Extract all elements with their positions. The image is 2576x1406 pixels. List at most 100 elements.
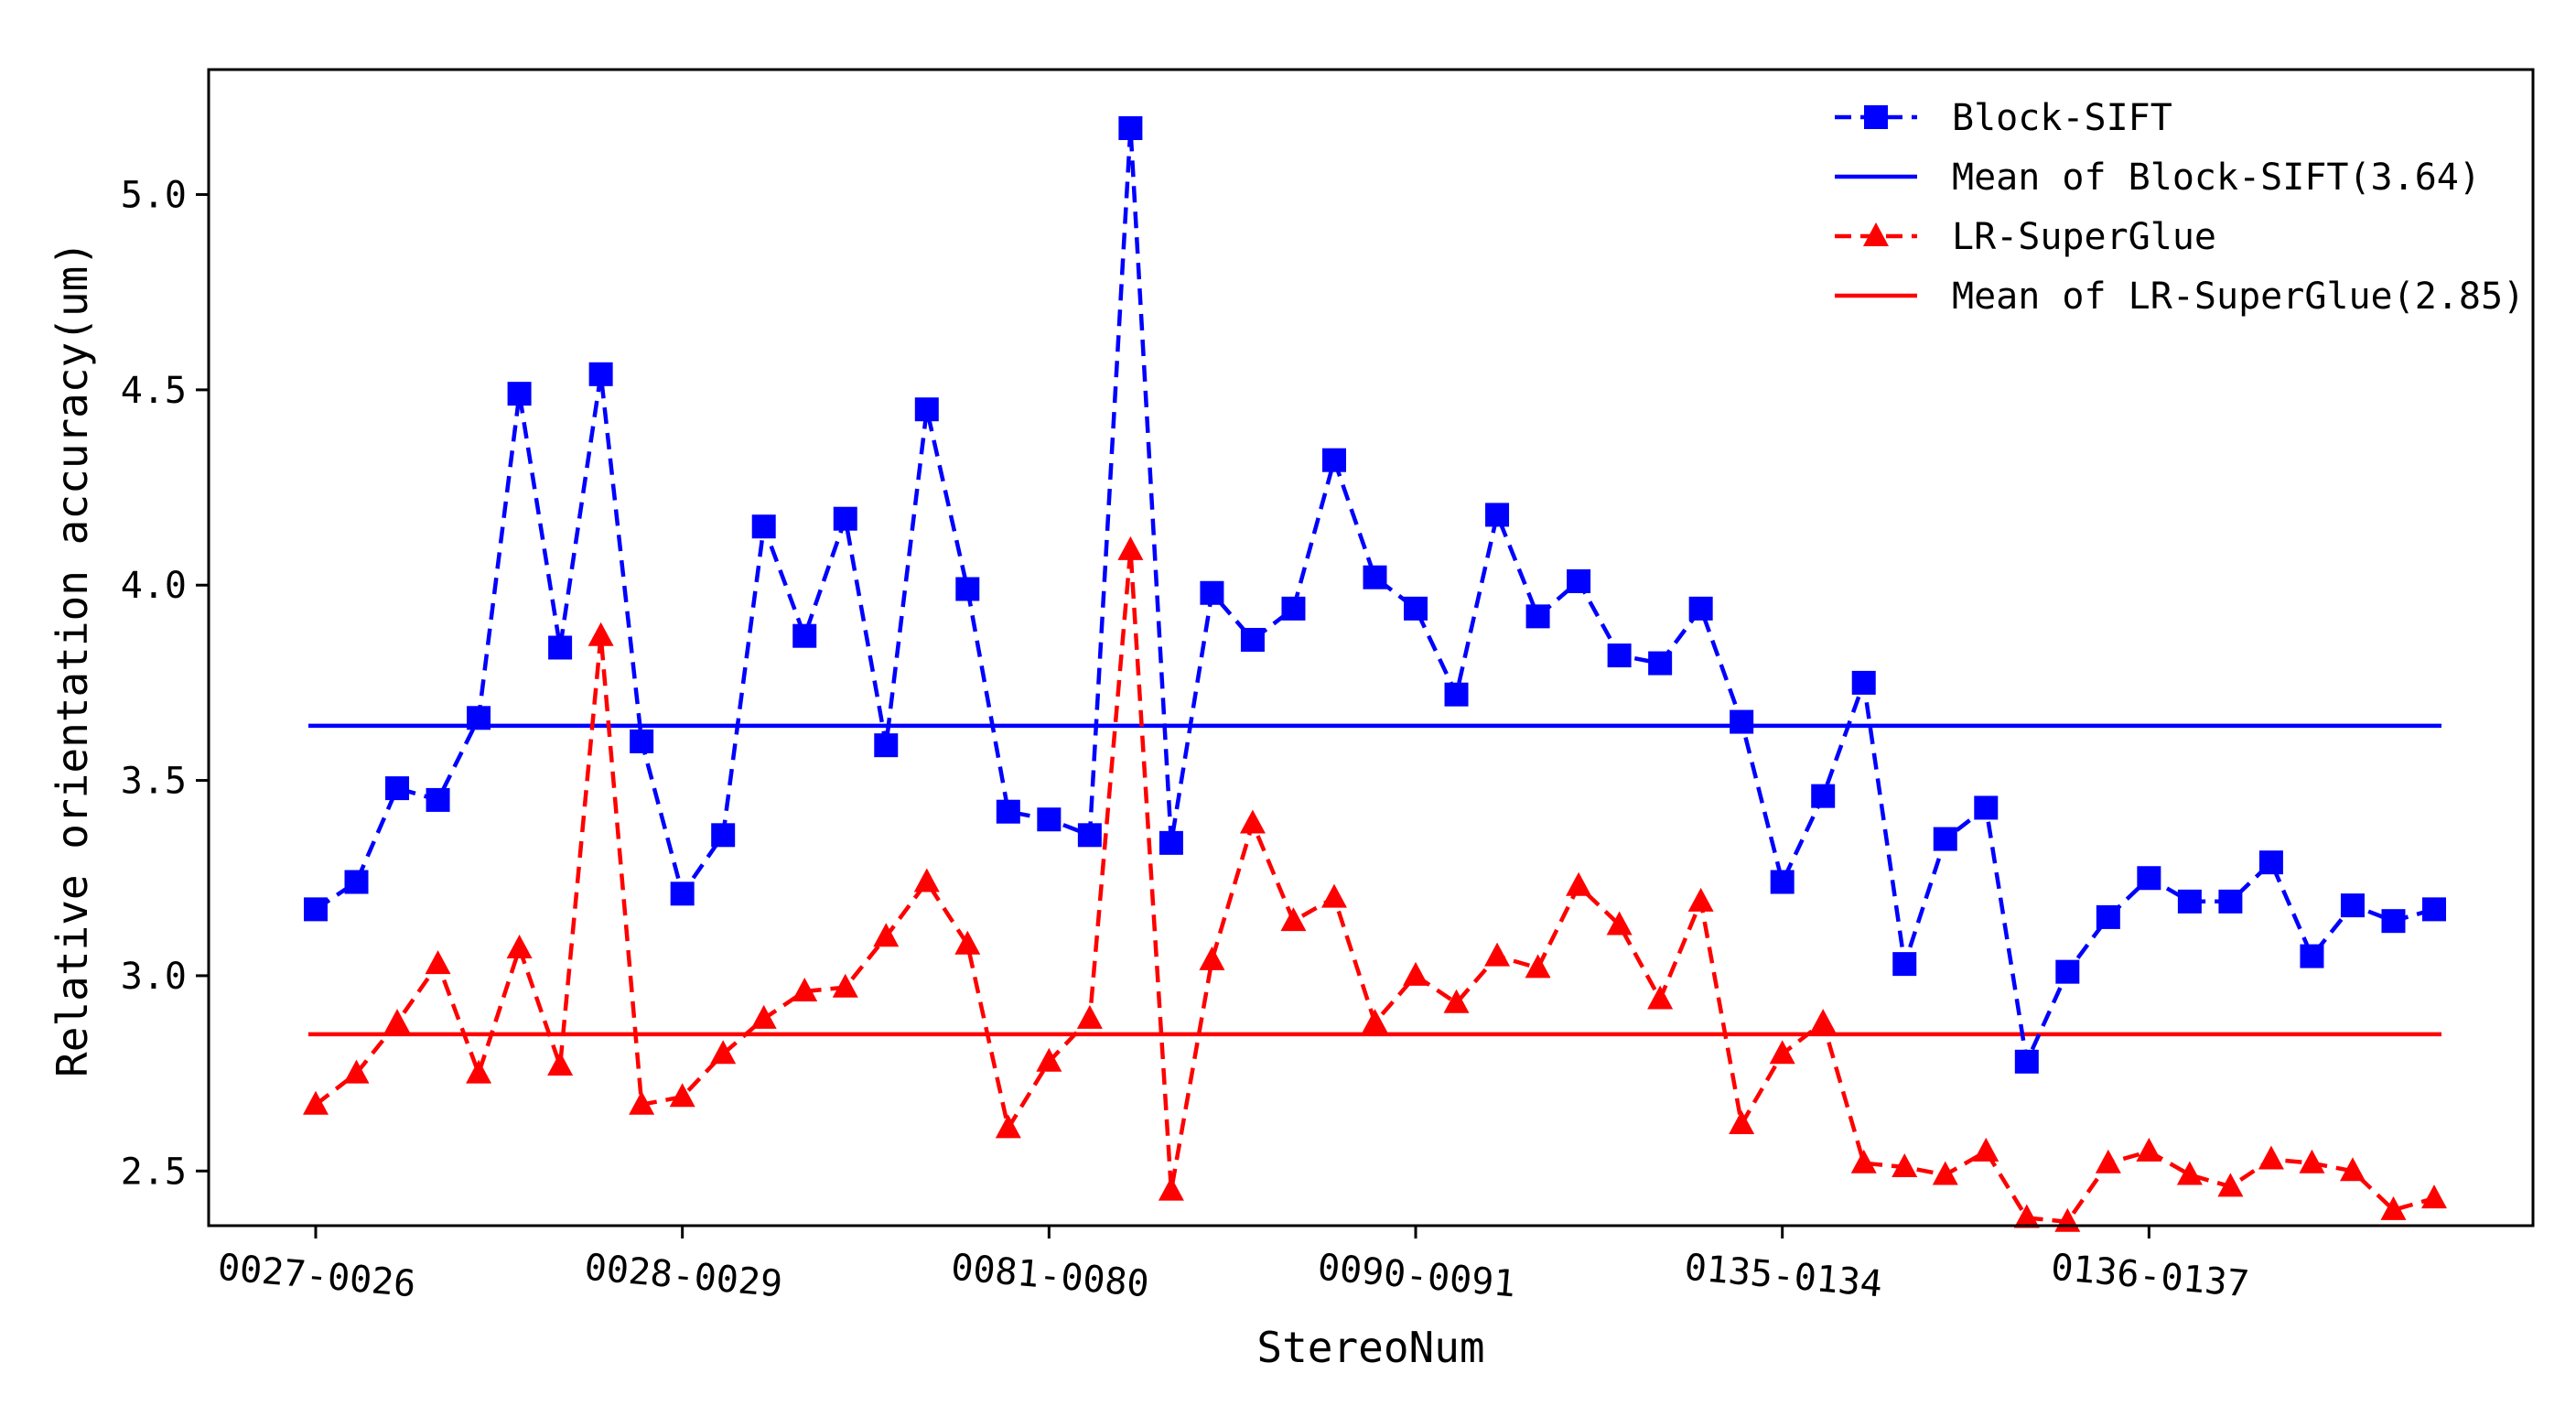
- data-point-block-sift: [2381, 909, 2406, 934]
- data-point-block-sift: [1037, 807, 1062, 832]
- data-point-block-sift: [2096, 904, 2120, 929]
- data-point-lr-superglue: [303, 1090, 329, 1115]
- data-point-block-sift: [1444, 682, 1469, 707]
- data-point-lr-superglue: [750, 1004, 777, 1029]
- data-point-block-sift: [1118, 116, 1143, 141]
- data-point-block-sift: [1811, 784, 1836, 808]
- data-point-block-sift: [1688, 596, 1713, 621]
- data-point-lr-superglue: [2013, 1204, 2040, 1228]
- series-line-block-sift: [314, 127, 2435, 1069]
- data-point-lr-superglue: [2176, 1161, 2203, 1185]
- y-tick-label: 4.0: [121, 565, 187, 607]
- data-point-block-sift: [1974, 795, 1999, 820]
- y-tick-label: 5.0: [121, 175, 187, 217]
- data-point-block-sift: [2300, 944, 2324, 968]
- data-point-lr-superglue: [384, 1009, 411, 1033]
- data-point-block-sift: [1933, 827, 1957, 851]
- data-point-block-sift: [874, 733, 899, 758]
- data-point-block-sift: [914, 397, 939, 422]
- data-point-block-sift: [1077, 823, 1102, 848]
- data-point-lr-superglue: [2421, 1184, 2447, 1209]
- data-point-lr-superglue: [1036, 1047, 1062, 1072]
- data-point-block-sift: [1567, 568, 1591, 593]
- data-point-block-sift: [833, 506, 857, 531]
- data-point-lr-superglue: [1687, 887, 1714, 912]
- data-point-lr-superglue: [1320, 883, 1347, 908]
- data-point-lr-superglue: [1810, 1009, 1837, 1033]
- data-point-lr-superglue: [1892, 1152, 1918, 1177]
- data-point-lr-superglue: [2095, 1149, 2121, 1173]
- data-point-lr-superglue: [2299, 1149, 2325, 1173]
- data-point-block-sift: [1485, 503, 1510, 527]
- data-point-lr-superglue: [1973, 1137, 1999, 1162]
- data-point-block-sift: [2014, 1049, 2039, 1074]
- data-point-block-sift: [1892, 952, 1917, 977]
- data-point-lr-superglue: [1647, 985, 1674, 1010]
- y-axis: 2.5 3.0 3.5 4.0 4.5 5.0: [121, 175, 209, 1193]
- y-axis-label: Relative orientation accuracy(um): [48, 241, 97, 1077]
- y-tick-label: 3.0: [121, 956, 187, 998]
- data-point-lr-superglue: [1525, 954, 1551, 979]
- data-point-block-sift: [2422, 897, 2446, 922]
- legend-label-mean-of-block-sift-3-64-: Mean of Block-SIFT(3.64): [1952, 157, 2481, 199]
- data-point-lr-superglue: [1199, 946, 1225, 970]
- data-point-block-sift: [711, 823, 736, 848]
- data-point-block-sift: [467, 706, 491, 730]
- data-point-lr-superglue: [425, 950, 451, 975]
- data-point-block-sift: [344, 870, 369, 894]
- data-point-lr-superglue: [1566, 871, 1592, 896]
- data-point-block-sift: [1240, 627, 1265, 652]
- data-point-lr-superglue: [2136, 1137, 2162, 1162]
- data-point-block-sift: [630, 729, 654, 753]
- data-point-lr-superglue: [710, 1040, 737, 1065]
- data-point-lr-superglue: [2217, 1173, 2244, 1197]
- data-point-lr-superglue: [1076, 1004, 1103, 1029]
- data-point-block-sift: [955, 577, 980, 601]
- data-point-block-sift: [2137, 866, 2161, 891]
- data-point-lr-superglue: [669, 1083, 695, 1108]
- data-point-block-sift: [548, 635, 573, 660]
- data-point-lr-superglue: [1158, 1176, 1184, 1201]
- data-point-lr-superglue: [954, 930, 981, 955]
- data-point-block-sift: [670, 881, 695, 906]
- data-point-lr-superglue: [995, 1114, 1021, 1139]
- data-point-block-sift: [1525, 604, 1550, 629]
- data-point-block-sift: [2218, 889, 2243, 914]
- data-point-lr-superglue: [1403, 961, 1429, 986]
- data-point-block-sift: [2340, 893, 2365, 918]
- data-point-block-sift: [1851, 670, 1876, 695]
- data-point-lr-superglue: [1239, 809, 1266, 834]
- x-axis-label: StereoNum: [1256, 1323, 1484, 1372]
- data-point-lr-superglue: [1362, 1009, 1388, 1033]
- plot-frame: [207, 68, 2535, 1228]
- data-point-lr-superglue: [1117, 535, 1144, 560]
- legend: Block-SIFT Mean of Block-SIFT(3.64) LR-Sup…: [1835, 97, 2525, 318]
- data-point-lr-superglue: [2258, 1145, 2284, 1170]
- data-point-block-sift: [1648, 651, 1673, 676]
- data-point-lr-superglue: [629, 1090, 655, 1115]
- data-point-lr-superglue: [1443, 989, 1470, 1013]
- legend-label-mean-of-lr-superglue-2-85-: Mean of LR-SuperGlue(2.85): [1952, 276, 2525, 318]
- data-point-block-sift: [1730, 709, 1754, 734]
- data-point-lr-superglue: [1729, 1110, 1755, 1135]
- data-point-lr-superglue: [2380, 1195, 2407, 1220]
- plot-area: [303, 116, 2447, 1232]
- data-point-lr-superglue: [343, 1059, 370, 1084]
- data-point-lr-superglue: [547, 1052, 574, 1076]
- data-point-lr-superglue: [2339, 1157, 2366, 1182]
- legend-marker-block-sift: [1864, 105, 1888, 129]
- data-point-block-sift: [1607, 644, 1632, 668]
- y-tick-label: 4.5: [121, 370, 187, 412]
- data-point-lr-superglue: [1484, 942, 1511, 967]
- legend-marker-lr-superglue: [1863, 222, 1889, 246]
- legend-label-lr-superglue: LR-SuperGlue: [1952, 216, 2216, 258]
- y-tick-label: 2.5: [121, 1151, 187, 1193]
- data-point-lr-superglue: [792, 977, 818, 1001]
- legend-label-block-sift: Block-SIFT: [1952, 97, 2172, 139]
- data-point-block-sift: [996, 799, 1020, 824]
- data-point-lr-superglue: [587, 622, 614, 646]
- data-point-block-sift: [385, 776, 410, 801]
- data-point-block-sift: [1363, 565, 1387, 589]
- data-point-lr-superglue: [1769, 1040, 1795, 1065]
